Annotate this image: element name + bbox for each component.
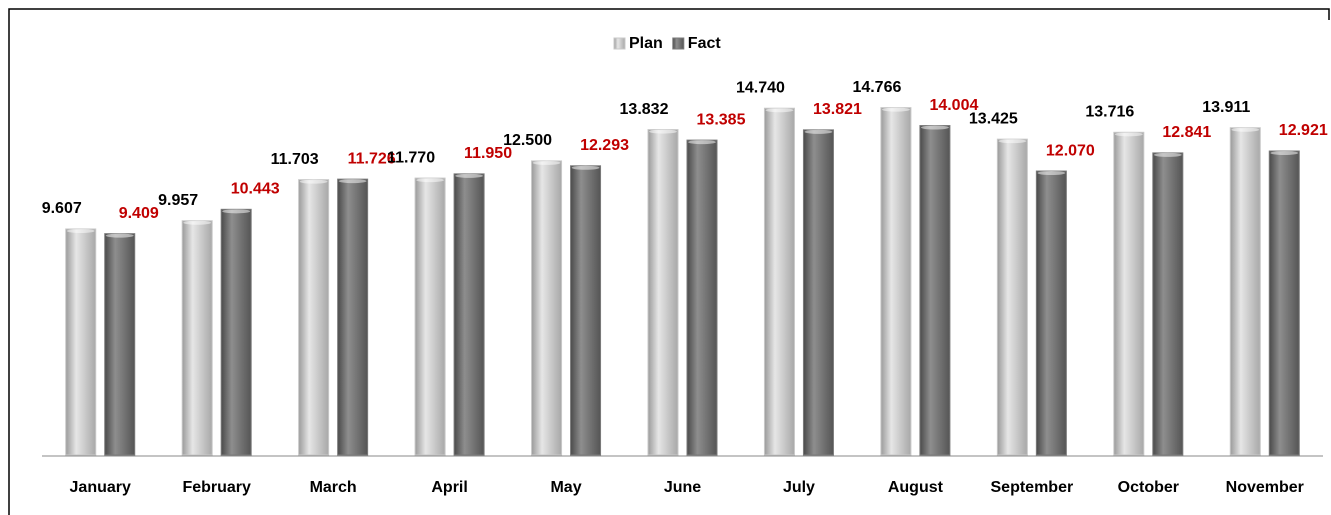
bar: [802, 129, 834, 456]
data-label: 9.409: [119, 205, 159, 222]
bar: [996, 138, 1028, 456]
data-label: 12.500: [503, 132, 552, 149]
x-tick-label: August: [888, 479, 944, 496]
bar-cap: [998, 139, 1027, 144]
bar-cap: [183, 220, 212, 225]
bar-cap: [66, 228, 95, 233]
bar: [531, 160, 563, 456]
bar: [686, 139, 718, 456]
data-label: 13.911: [1202, 99, 1250, 116]
bar-cap: [571, 165, 600, 170]
data-label: 13.385: [697, 111, 746, 128]
data-label: 11.770: [387, 149, 435, 166]
data-label: 12.070: [1046, 142, 1095, 159]
bar: [880, 107, 912, 456]
data-label: 12.921: [1279, 122, 1328, 139]
bar-cap: [1153, 152, 1182, 157]
bar-cap: [920, 125, 949, 130]
bar: [298, 179, 330, 456]
bar-cap: [299, 179, 328, 184]
data-label: 13.425: [969, 110, 1018, 127]
data-label: 13.716: [1085, 104, 1134, 121]
legend-label: Fact: [688, 35, 722, 52]
bar: [65, 228, 97, 456]
x-tick-label: September: [991, 479, 1074, 496]
bar-cap: [105, 233, 134, 238]
legend-label: Plan: [629, 35, 663, 52]
bar: [1035, 170, 1067, 456]
bar: [337, 178, 369, 456]
bar: [1229, 127, 1261, 456]
x-tick-label: April: [431, 479, 467, 496]
bar: [1152, 152, 1184, 456]
bar-cap: [1114, 132, 1143, 137]
bar-cap: [338, 179, 367, 184]
bar-cap: [649, 129, 677, 134]
x-tick-label: June: [664, 479, 701, 496]
bar: [570, 165, 602, 456]
data-label: 13.821: [813, 101, 862, 118]
bar: [181, 220, 213, 456]
bar-cap: [1231, 127, 1260, 132]
bar: [1268, 150, 1300, 456]
legend-swatch: [613, 37, 626, 50]
x-tick-label: January: [70, 479, 131, 496]
bar: [647, 129, 679, 456]
data-label: 14.766: [852, 79, 901, 96]
data-label: 12.293: [580, 137, 629, 154]
x-tick-label: February: [182, 479, 251, 496]
bar: [414, 177, 446, 456]
data-label: 10.443: [231, 181, 280, 198]
bar-cap: [455, 173, 484, 178]
data-label: 12.841: [1162, 124, 1211, 141]
x-tick-label: November: [1226, 479, 1304, 496]
legend-swatch: [672, 37, 685, 50]
bar-cap: [222, 209, 251, 214]
bar: [1113, 131, 1145, 456]
bar-cap: [1270, 151, 1299, 156]
data-label: 11.726: [348, 150, 396, 167]
data-label: 13.832: [620, 101, 669, 118]
bar: [453, 173, 485, 456]
bar-cap: [765, 108, 794, 113]
data-label: 14.740: [736, 79, 785, 96]
bar: [220, 208, 252, 456]
bar-cap: [688, 140, 716, 145]
data-label: 14.004: [929, 97, 978, 114]
data-label: 11.950: [464, 145, 512, 162]
bar-cap: [1037, 171, 1066, 176]
bar: [104, 233, 136, 456]
bar-cap: [881, 107, 910, 112]
bar-cap: [532, 160, 561, 165]
bar-cap: [804, 129, 833, 134]
bar-cap: [416, 178, 445, 183]
x-tick-label: May: [550, 479, 581, 496]
x-tick-label: March: [310, 479, 357, 496]
bar: [919, 125, 951, 456]
x-tick-label: July: [783, 479, 815, 496]
x-tick-label: October: [1118, 479, 1179, 496]
data-label: 9.607: [42, 200, 82, 217]
data-label: 9.957: [158, 192, 198, 209]
data-label: 11.703: [271, 151, 319, 168]
bar: [763, 107, 795, 456]
frame: [8, 8, 1330, 515]
